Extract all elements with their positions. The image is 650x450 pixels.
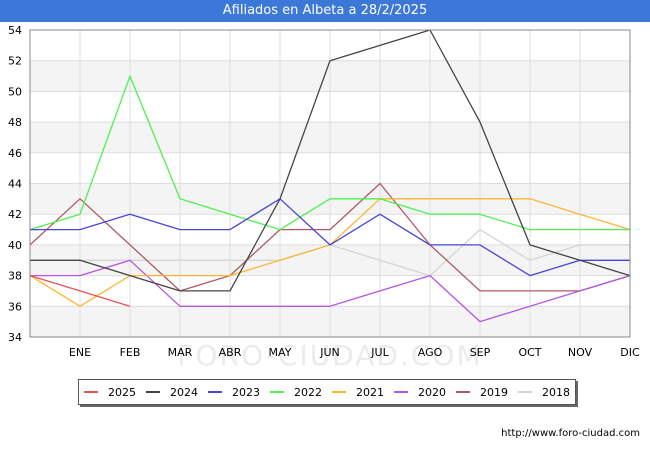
x-tick-label: MAY [269, 346, 292, 359]
x-tick-label: ABR [219, 346, 242, 359]
y-tick-label: 38 [8, 270, 22, 283]
legend-label-2024: 2024 [170, 385, 198, 399]
x-tick-label: MAR [168, 346, 193, 359]
legend-item-2023: 2023 [208, 386, 260, 399]
legend-label-2025: 2025 [108, 385, 136, 399]
y-tick-label: 54 [8, 24, 22, 37]
x-tick-label: OCT [518, 346, 541, 359]
legend-item-2024: 2024 [146, 386, 198, 399]
legend-label-2023: 2023 [232, 385, 260, 399]
x-tick-label: NOV [568, 346, 593, 359]
legend-item-2019: 2019 [456, 386, 508, 399]
source-link[interactable]: http://www.foro-ciudad.com [501, 428, 640, 439]
legend-label-2021: 2021 [356, 385, 384, 399]
y-tick-label: 42 [8, 208, 22, 221]
x-tick-label: DIC [620, 346, 640, 359]
y-tick-label: 52 [8, 55, 22, 68]
x-tick-label: JUN [319, 346, 340, 359]
x-tick-label: ENE [69, 346, 91, 359]
legend-label-2018: 2018 [542, 385, 570, 399]
legend-swatch-2025 [84, 391, 98, 393]
x-axis-ticks: ENE FEB MAR ABR MAY JUN JUL AGO SEP OCT NOV DIC [69, 346, 640, 359]
y-tick-label: 46 [8, 147, 22, 160]
legend-swatch-2023 [208, 391, 222, 393]
x-tick-label: AGO [418, 346, 443, 359]
legend-item-2018: 2018 [518, 386, 570, 399]
legend-label-2020: 2020 [418, 385, 446, 399]
series-line-2019 [29, 182, 631, 292]
x-tick-label: SEP [470, 346, 491, 359]
y-tick-label: 36 [8, 300, 22, 313]
legend-label-2019: 2019 [480, 385, 508, 399]
series-lines [29, 29, 631, 323]
y-tick-label: 50 [8, 85, 22, 98]
series-line-2023 [30, 198, 630, 277]
series-line-2022 [29, 75, 630, 231]
legend-swatch-2020 [394, 391, 408, 393]
legend-item-2020: 2020 [394, 386, 446, 399]
legend-item-2021: 2021 [332, 386, 384, 399]
y-tick-label: 48 [8, 116, 22, 129]
legend-swatch-2021 [332, 391, 346, 393]
legend-swatch-2018 [518, 391, 532, 393]
plot-frame [29, 29, 631, 338]
y-axis-ticks: 34 36 38 40 42 44 46 48 50 52 54 [8, 24, 22, 344]
x-tick-label: FEB [120, 346, 141, 359]
legend-swatch-2019 [456, 391, 470, 393]
legend-label-2022: 2022 [294, 385, 322, 399]
series-line-2024 [30, 29, 631, 292]
legend: 2025 2024 2023 2022 2021 2020 2019 2018 [78, 379, 576, 405]
watermark: FORO-CIUDAD.COM [177, 339, 482, 372]
series-line-2025 [29, 274, 131, 307]
legend-item-2025: 2025 [84, 386, 136, 399]
x-tick-label: JUL [370, 346, 389, 359]
y-tick-label: 40 [8, 239, 22, 252]
legend-swatch-2024 [146, 391, 160, 393]
y-tick-label: 34 [8, 331, 22, 344]
chart-title: Afiliados en Albeta a 28/2/2025 [0, 0, 650, 22]
series-line-2020 [30, 259, 631, 323]
legend-item-2022: 2022 [270, 386, 322, 399]
legend-swatch-2022 [270, 391, 284, 393]
y-tick-label: 44 [8, 178, 22, 191]
